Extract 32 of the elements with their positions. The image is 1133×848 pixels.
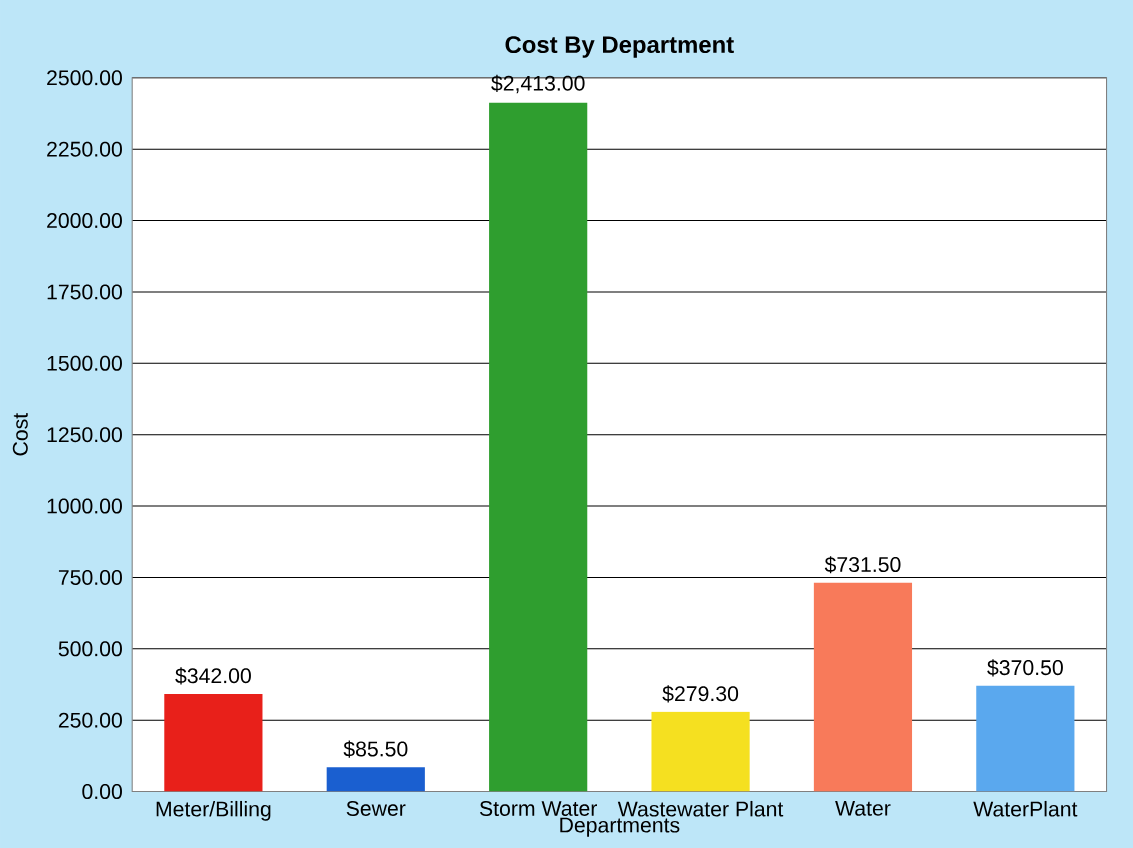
data-label: $279.30 [662, 685, 739, 703]
y-tick-label: 1000.00 [47, 498, 122, 514]
x-axis-title: Departments [560, 817, 680, 837]
y-tick-label: 250.00 [58, 712, 122, 728]
data-label: $2,413.00 [491, 74, 585, 94]
chart-title: Cost By Department [505, 36, 734, 58]
x-tick-label: WaterPlant [973, 800, 1078, 817]
x-tick-label: Meter/Billing [156, 800, 271, 821]
x-tick-label: Storm Water [479, 800, 597, 816]
y-tick-label: 2500.00 [47, 70, 122, 86]
data-label: $342.00 [175, 667, 251, 685]
y-tick-label: 0.00 [82, 783, 122, 799]
bar [813, 582, 913, 792]
data-label: $731.50 [824, 556, 901, 574]
x-tick-label: Sewer [346, 800, 406, 816]
bar [976, 685, 1075, 792]
y-tick-label: 2000.00 [47, 212, 122, 228]
y-tick-label: 2250.00 [47, 141, 122, 157]
x-tick-label: Water [835, 800, 891, 816]
y-tick-label: 1250.00 [47, 427, 122, 443]
bar [326, 767, 425, 792]
data-label: $370.50 [987, 659, 1063, 677]
y-tick-label: 1500.00 [47, 355, 122, 371]
data-label: $85.50 [343, 740, 408, 758]
y-axis-title: Cost [12, 412, 28, 456]
y-tick-label: 500.00 [58, 641, 122, 657]
y-tick-label: 750.00 [58, 569, 122, 585]
x-tick-label: Wastewater Plant [617, 800, 784, 817]
bar [164, 693, 263, 792]
bar [489, 102, 588, 792]
y-tick-label: 1750.00 [47, 284, 122, 300]
bar [651, 711, 750, 792]
